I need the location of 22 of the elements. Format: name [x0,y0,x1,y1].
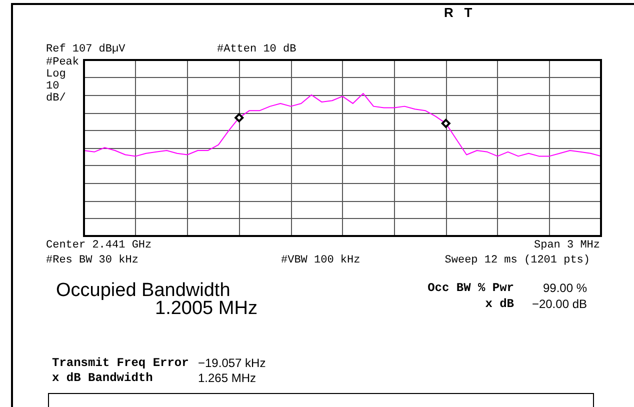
text: x dB Bandwidth [52,371,153,385]
text: 1.265 MHz [198,371,256,385]
text: Center 2.441 GHz [46,240,152,252]
text: Ref 107 dBµV [46,44,126,56]
text: 10 [46,80,60,92]
text: #Res BW 30 kHz [46,254,138,266]
text: #VBW 100 kHz [281,254,360,266]
text: Occupied Bandwidth [56,280,230,301]
text: −20.00 dB [532,297,588,311]
text: Transmit Freq Error [52,356,189,370]
text: Occ BW % Pwr [428,281,514,295]
text: x dB [485,297,514,311]
text: R T [444,5,472,20]
text: 99.00 % [542,281,588,295]
text: #Atten 10 dB [217,44,297,56]
text: dB/ [46,92,66,104]
text: 1.2005 MHz [155,298,258,319]
text: #Peak [46,56,80,68]
text: Span 3 MHz [534,240,600,252]
text: Log [46,68,66,80]
text: −19.057 kHz [198,356,266,370]
text: Sweep 12 ms (1201 pts) [444,254,590,266]
